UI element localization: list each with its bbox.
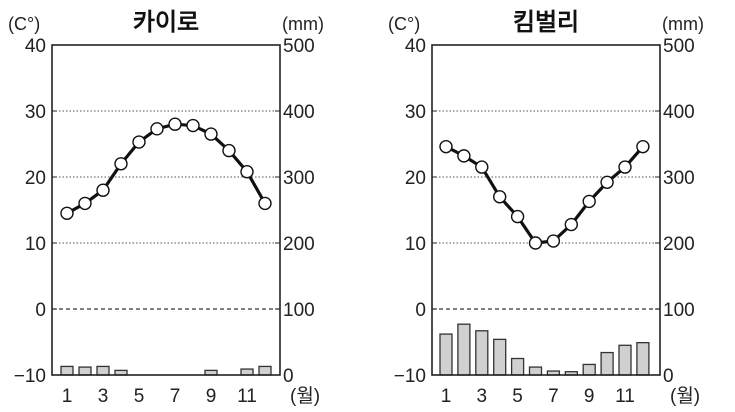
temp-tick-label: 10 — [25, 234, 46, 255]
x-unit: (월) — [290, 385, 320, 407]
precip-bar — [258, 365, 272, 376]
temp-tick-label: 30 — [405, 102, 426, 123]
precip-tick-label: 0 — [663, 366, 674, 387]
temp-tick-label: 0 — [415, 300, 426, 321]
temp-tick-label: −10 — [14, 366, 46, 387]
temperature-point — [564, 217, 578, 232]
temp-tick-label: 20 — [405, 168, 426, 189]
temperature-point — [150, 122, 164, 136]
precip-unit: (mm) — [662, 14, 704, 34]
x-tick-label: 11 — [615, 386, 635, 407]
precip-unit: (mm) — [282, 14, 324, 34]
x-unit: (월) — [670, 385, 700, 407]
temperature-line — [66, 122, 267, 215]
temperature-point — [258, 196, 272, 211]
chart-title: 카이로 — [133, 8, 199, 36]
precip-tick-label: 0 — [283, 366, 294, 387]
temperature-point — [78, 196, 92, 211]
precip-tick-label: 500 — [283, 36, 315, 57]
temperature-point — [204, 127, 218, 141]
temperature-point — [96, 183, 110, 197]
precip-bar — [240, 368, 254, 376]
precip-bar — [618, 344, 632, 376]
temperature-point — [546, 234, 561, 248]
temp-tick-label: 10 — [405, 234, 426, 255]
temperature-point — [439, 139, 453, 154]
precip-tick-label: 400 — [283, 102, 315, 123]
precip-tick-label: 400 — [663, 102, 695, 123]
temperature-point — [240, 165, 254, 179]
plot-frame — [431, 44, 661, 376]
x-tick-label: 1 — [441, 386, 452, 407]
precip-tick-label: 200 — [663, 234, 695, 255]
precip-bar — [582, 363, 596, 376]
precip-bar — [475, 330, 489, 376]
x-tick-label: 5 — [512, 386, 523, 407]
x-tick-label: 9 — [584, 386, 595, 407]
temp-unit: (C°) — [388, 14, 420, 34]
precip-bar — [439, 333, 453, 376]
precip-tick-label: 300 — [663, 168, 695, 189]
temperature-point — [222, 143, 236, 158]
temperature-point — [510, 209, 525, 224]
precip-tick-label: 100 — [663, 300, 695, 321]
precip-bar — [60, 365, 74, 376]
precip-bar — [528, 366, 543, 376]
precip-bar — [493, 338, 507, 376]
temp-tick-label: 30 — [25, 102, 46, 123]
precip-bar — [96, 365, 110, 376]
temperature-point — [493, 190, 507, 204]
temperature-point — [475, 160, 489, 174]
temp-tick-label: 20 — [25, 168, 46, 189]
chart-title: 킴벌리 — [513, 8, 579, 36]
precip-tick-label: 100 — [283, 300, 315, 321]
temperature-point — [528, 236, 543, 250]
x-tick-label: 7 — [170, 386, 181, 407]
x-tick-label: 5 — [134, 386, 145, 407]
x-tick-label: 1 — [62, 386, 73, 407]
precip-bar — [600, 351, 614, 376]
precip-bar — [457, 323, 471, 376]
x-tick-label: 3 — [98, 386, 109, 407]
temp-tick-label: 40 — [25, 36, 46, 57]
temperature-point — [600, 175, 614, 189]
temperature-point — [186, 118, 200, 133]
temperature-point — [60, 206, 74, 221]
temperature-point — [114, 157, 128, 171]
temperature-point — [636, 139, 650, 154]
temperature-point — [582, 194, 596, 209]
temperature-point — [132, 135, 146, 149]
x-tick-label: 9 — [206, 386, 217, 407]
temperature-point — [618, 160, 632, 174]
temperature-point — [168, 117, 182, 131]
precip-bar — [636, 342, 650, 376]
x-tick-label: 11 — [237, 386, 257, 407]
temp-tick-label: −10 — [394, 366, 426, 387]
temp-tick-label: 0 — [35, 300, 46, 321]
precip-tick-label: 300 — [283, 168, 315, 189]
x-tick-label: 7 — [548, 386, 559, 407]
temperature-point — [457, 149, 471, 163]
temperature-line — [445, 145, 645, 245]
precip-tick-label: 200 — [283, 234, 315, 255]
temp-tick-label: 40 — [405, 36, 426, 57]
temp-unit: (C°) — [8, 14, 40, 34]
precip-bar — [510, 357, 525, 376]
precip-bar — [78, 366, 92, 376]
x-tick-label: 3 — [477, 386, 488, 407]
precip-tick-label: 500 — [663, 36, 695, 57]
plot-frame — [51, 44, 281, 376]
